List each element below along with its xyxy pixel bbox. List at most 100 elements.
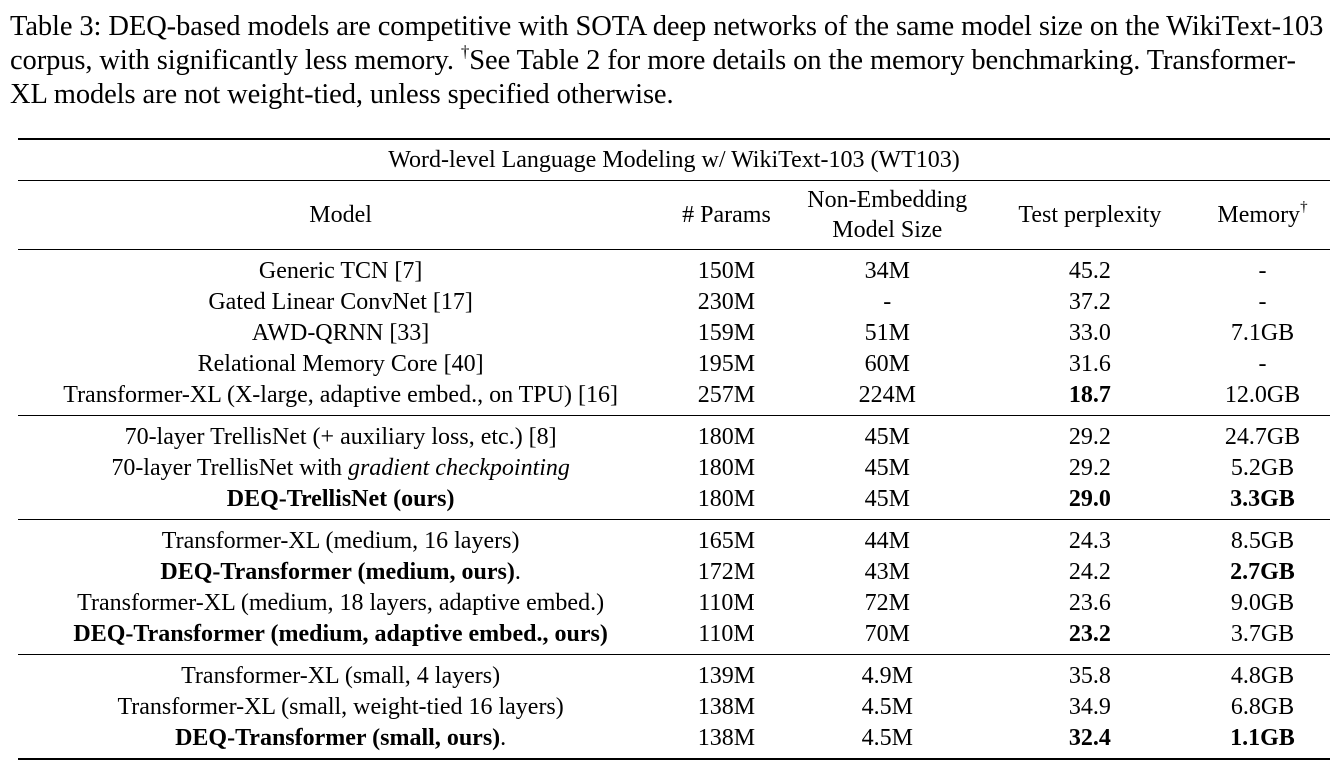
table-header-row: Model # Params Non-Embedding Model Size T… (18, 180, 1330, 250)
table-row: Gated Linear ConvNet [17] 230M - 37.2 - (18, 287, 1330, 318)
header-memory: Memory† (1194, 180, 1330, 250)
cell-size: 60M (864, 351, 910, 377)
cell-model: Relational Memory Core [40] (197, 351, 484, 377)
cell-model: Transformer-XL (small, weight-tied 16 la… (117, 694, 564, 720)
cell-size: 45M (789, 484, 985, 520)
cell-perplexity: 37.2 (1068, 289, 1111, 315)
cell-model-text: DEQ-Transformer (small, ours) (175, 725, 501, 751)
cell-size: 4.9M (861, 663, 913, 689)
cell-params: 180M (697, 424, 756, 450)
cell-model: DEQ-Transformer (medium, adaptive embed.… (18, 619, 664, 655)
table-row: AWD-QRNN [33] 159M 51M 33.0 7.1GB (18, 318, 1330, 349)
cell-size: 4.5M (789, 723, 985, 760)
cell-params: 180M (697, 455, 756, 481)
table-row: Transformer-XL (small, weight-tied 16 la… (18, 692, 1330, 723)
cell-model: 70-layer TrellisNet with gradient checkp… (18, 453, 663, 484)
cell-params: 195M (697, 351, 756, 377)
cell-params: 257M (663, 380, 790, 416)
cell-memory: - (1258, 258, 1267, 284)
cell-memory: 2.7GB (1230, 559, 1295, 585)
cell-size: 70M (789, 619, 985, 655)
cell-perplexity: 34.9 (1068, 694, 1111, 720)
cell-params: 165M (697, 528, 756, 554)
cell-model-italic: gradient checkpointing (347, 455, 570, 481)
cell-memory: 3.3GB (1194, 484, 1330, 520)
cell-params: 180M (663, 484, 790, 520)
table-row: Transformer-XL (X-large, adaptive embed.… (18, 380, 1330, 416)
cell-memory: - (1258, 289, 1267, 315)
cell-model: 70-layer TrellisNet (+ auxiliary loss, e… (124, 424, 557, 450)
cell-memory: 8.5GB (1230, 528, 1295, 554)
cell-params: 172M (697, 559, 756, 585)
cell-params: 138M (697, 694, 756, 720)
cell-model: Transformer-XL (X-large, adaptive embed.… (18, 380, 664, 416)
cell-perplexity: 31.6 (1068, 351, 1111, 377)
table-row: DEQ-Transformer (medium, adaptive embed.… (18, 619, 1330, 655)
cell-memory: - (1258, 351, 1267, 377)
cell-params: 110M (663, 619, 790, 655)
table-row: Transformer-XL (medium, 16 layers) 165M … (18, 520, 1330, 558)
cell-model: AWD-QRNN [33] (251, 320, 430, 346)
cell-size: 44M (864, 528, 910, 554)
header-size-line2: Model Size (832, 217, 943, 243)
cell-perplexity: 32.4 (984, 723, 1195, 760)
cell-memory: 3.7GB (1194, 619, 1330, 655)
cell-memory: 1.1GB (1194, 723, 1330, 760)
header-perplexity: Test perplexity (984, 180, 1195, 250)
cell-model-tail: . (500, 725, 507, 751)
table-row: Transformer-XL (small, 4 layers) 139M 4.… (18, 655, 1330, 693)
cell-size: 43M (864, 559, 910, 585)
cell-model: DEQ-TrellisNet (ours) (18, 484, 664, 520)
cell-perplexity: 29.2 (1068, 455, 1111, 481)
cell-model: Transformer-XL (medium, 18 layers, adapt… (77, 590, 605, 616)
cell-memory: 9.0GB (1230, 590, 1295, 616)
cell-memory: 5.2GB (1230, 455, 1295, 481)
cell-perplexity: 24.2 (1068, 559, 1111, 585)
cell-perplexity: 18.7 (984, 380, 1195, 416)
cell-perplexity: 45.2 (1068, 258, 1111, 284)
cell-memory: 4.8GB (1230, 663, 1295, 689)
cell-model: Transformer-XL (small, 4 layers) (181, 663, 501, 689)
table-row: Relational Memory Core [40] 195M 60M 31.… (18, 349, 1330, 380)
caption-text: Table 3: DEQ-based models are competitiv… (10, 11, 1324, 76)
cell-model-text: DEQ-Transformer (medium, ours) (160, 559, 515, 585)
cell-perplexity: 23.6 (1068, 590, 1111, 616)
cell-size: 4.5M (861, 694, 913, 720)
table-row: Transformer-XL (medium, 18 layers, adapt… (18, 588, 1330, 619)
table-row: DEQ-Transformer (medium, ours). 172M 43M… (18, 557, 1330, 588)
cell-perplexity: 33.0 (1068, 320, 1111, 346)
cell-params: 159M (697, 320, 756, 346)
cell-perplexity: 29.0 (984, 484, 1195, 520)
table-caption: Table 3: DEQ-based models are competitiv… (10, 10, 1332, 112)
cell-size: 34M (864, 258, 910, 284)
cell-size: 72M (864, 590, 910, 616)
table-row: 70-layer TrellisNet with gradient checkp… (18, 453, 1330, 484)
cell-memory: 7.1GB (1230, 320, 1295, 346)
cell-model: DEQ-Transformer (medium, ours). (18, 557, 663, 588)
table-row: 70-layer TrellisNet (+ auxiliary loss, e… (18, 416, 1330, 454)
table-row: Generic TCN [7] 150M 34M 45.2 - (18, 250, 1330, 288)
cell-memory: 24.7GB (1224, 424, 1301, 450)
table-row: DEQ-Transformer (small, ours). 138M 4.5M… (18, 723, 1330, 760)
cell-memory: 6.8GB (1230, 694, 1295, 720)
cell-model: DEQ-Transformer (small, ours). (18, 723, 664, 760)
cell-params: 150M (697, 258, 756, 284)
cell-perplexity: 29.2 (1068, 424, 1111, 450)
header-memory-dagger: † (1300, 199, 1308, 215)
cell-perplexity: 24.3 (1068, 528, 1111, 554)
cell-params: 110M (698, 590, 755, 616)
cell-params: 138M (663, 723, 790, 760)
cell-size: - (883, 289, 892, 315)
results-table: Word-level Language Modeling w/ WikiText… (18, 138, 1330, 760)
caption-text-continued: See Table 2 for more details on the memo… (10, 45, 1296, 110)
cell-model-text: 70-layer TrellisNet with (111, 455, 348, 481)
cell-size: 45M (864, 455, 910, 481)
table-title-row: Word-level Language Modeling w/ WikiText… (18, 138, 1330, 181)
cell-model-tail: . (514, 559, 521, 585)
table-title: Word-level Language Modeling w/ WikiText… (18, 138, 1330, 181)
cell-model: Generic TCN [7] (258, 258, 423, 284)
cell-perplexity: 35.8 (1068, 663, 1111, 689)
cell-params: 139M (697, 663, 756, 689)
header-params: # Params (663, 180, 790, 250)
cell-size: 224M (789, 380, 985, 416)
